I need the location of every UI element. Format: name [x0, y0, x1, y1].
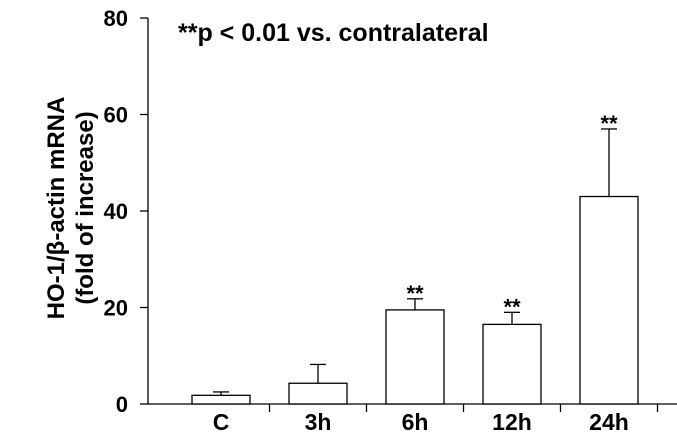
x-tick-label: 6h	[402, 409, 429, 435]
y-axis-label-line2: (fold of increase)	[72, 111, 99, 304]
x-tick-label: C	[213, 409, 230, 435]
significance-annotation: **p < 0.01 vs. contralateral	[178, 19, 489, 47]
y-axis-ticks: 0 20 40 60 80	[104, 6, 148, 417]
x-tick-label: 24h	[589, 409, 629, 435]
x-tick-label: 3h	[305, 409, 332, 435]
significance-mark: **	[503, 294, 521, 319]
bars-group: ** ** **	[191, 111, 639, 405]
bar-6h	[385, 309, 445, 405]
y-axis-label-line1: HO-1/β-actin mRNA	[43, 97, 70, 320]
y-tick-label: 40	[104, 199, 128, 224]
y-tick-label: 0	[116, 392, 128, 417]
significance-mark: **	[600, 111, 618, 136]
y-tick-label: 80	[104, 6, 128, 31]
y-tick-label: 20	[104, 296, 128, 321]
x-tick-label: 12h	[492, 409, 532, 435]
bar-C	[191, 394, 251, 405]
y-tick-label: 60	[104, 103, 128, 128]
x-axis-ticks: C 3h 6h 12h 24h	[213, 404, 659, 435]
bar-12h	[482, 323, 542, 405]
significance-mark: **	[406, 281, 424, 306]
bar-3h	[288, 382, 348, 405]
y-axis-label: HO-1/β-actin mRNA (fold of increase)	[43, 97, 99, 320]
bar-24h	[579, 195, 639, 405]
